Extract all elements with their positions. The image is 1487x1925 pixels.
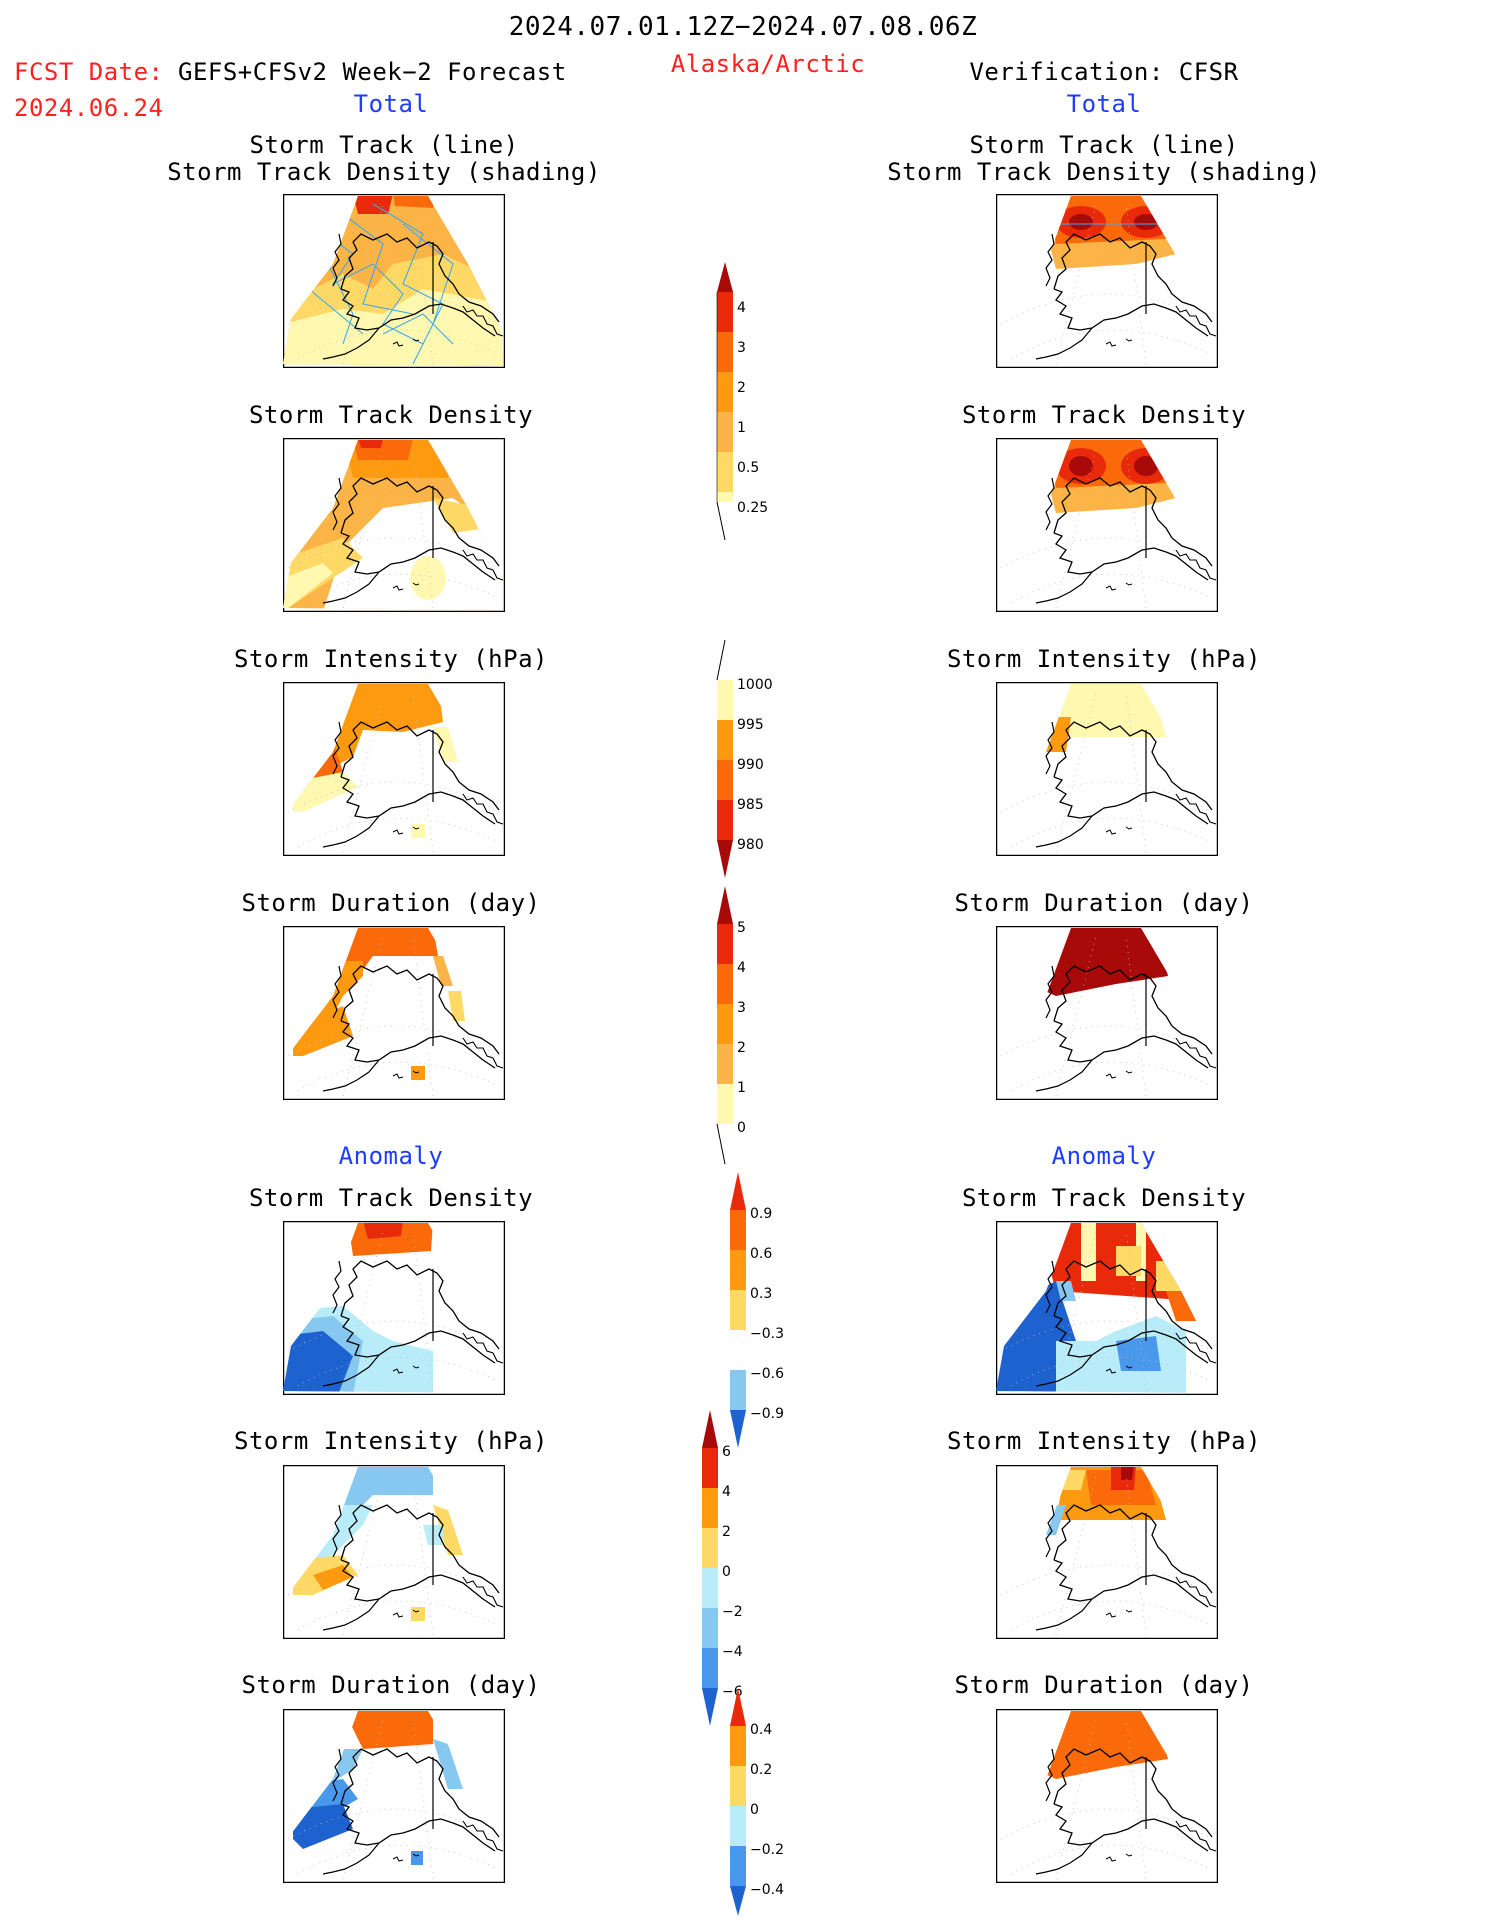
panel-title-intensity-anom-right: Storm Intensity (hPa) <box>947 1427 1261 1455</box>
tick-label: 2 <box>722 1524 731 1540</box>
tick-label: 1000 <box>737 677 773 693</box>
tick-label: −4 <box>722 1644 743 1660</box>
tick-label: 1 <box>737 420 746 436</box>
track-line-label: Storm Track (line) <box>969 131 1239 159</box>
panel-title-intensity-right: Storm Intensity (hPa) <box>947 645 1261 673</box>
tick-label: 0.6 <box>750 1246 772 1262</box>
tick-label: 3 <box>737 1000 746 1016</box>
colorbar-duration: 5 4 3 2 1 0 <box>716 886 746 1165</box>
verification-source: Verification: CFSR <box>969 58 1239 86</box>
date-range-title: 2024.07.01.12Z−2024.07.08.06Z <box>508 12 978 42</box>
map-intensity-verification <box>996 682 1218 856</box>
panel-title-density-anom-left: Storm Track Density <box>248 1184 534 1212</box>
map-duration-anomaly-forecast <box>283 1709 505 1883</box>
tick-label: 0 <box>737 1120 746 1136</box>
tick-label: 4 <box>737 300 746 316</box>
map-density-anomaly-forecast <box>283 1221 505 1395</box>
tick-label: 3 <box>737 340 746 356</box>
colorbar-duration-anomaly: 0.4 0.2 0 −0.2 −0.4 <box>730 1688 784 1916</box>
colorbar-intensity: 1000 995 990 985 980 <box>716 640 773 878</box>
panel-title-density-anom-right: Storm Track Density <box>961 1184 1247 1212</box>
tick-label: −2 <box>722 1604 743 1620</box>
section-total-right: Total <box>1066 90 1142 118</box>
tick-label: 4 <box>737 960 746 976</box>
tick-label: 1 <box>737 1080 746 1096</box>
colorbar-density-anomaly-lower <box>730 1370 746 1448</box>
panel-title-duration-right: Storm Duration (day) <box>954 889 1254 917</box>
map-density-anomaly-verification <box>996 1221 1218 1395</box>
map-duration-anomaly-verification <box>996 1709 1218 1883</box>
tick-label: 2 <box>737 1040 746 1056</box>
panel-title-intensity-left: Storm Intensity (hPa) <box>234 645 548 673</box>
tick-label: −0.6 <box>750 1366 784 1382</box>
colorbar-density-anomaly: 0.9 0.6 0.3 −0.3 −0.6 −0.9 <box>730 1172 784 1422</box>
panel-title-intensity-anom-left: Storm Intensity (hPa) <box>234 1427 548 1455</box>
tick-label: 2 <box>737 380 746 396</box>
tick-label: 995 <box>737 717 764 733</box>
track-density-shading-label: Storm Track Density (shading) <box>887 158 1321 186</box>
tick-label: 0 <box>722 1564 731 1580</box>
section-anomaly-right: Anomaly <box>1051 1142 1157 1170</box>
track-line-label: Storm Track (line) <box>249 131 519 159</box>
map-intensity-anomaly-forecast <box>283 1465 505 1639</box>
tick-label: 0 <box>750 1802 759 1818</box>
map-duration-verification <box>996 926 1218 1100</box>
map-density-verification <box>996 438 1218 612</box>
panel-title-track-left: Storm Track (line) Storm Track Density (… <box>167 132 601 186</box>
panel-title-duration-left: Storm Duration (day) <box>241 889 541 917</box>
fcst-date-label: FCST Date: <box>14 58 164 86</box>
tick-label: 6 <box>722 1444 731 1460</box>
tick-label: −0.4 <box>750 1882 784 1898</box>
tick-label: 0.9 <box>750 1206 772 1222</box>
section-total-left: Total <box>353 90 429 118</box>
tick-label: 4 <box>722 1484 731 1500</box>
panel-title-duration-anom-left: Storm Duration (day) <box>241 1671 541 1699</box>
panel-title-duration-anom-right: Storm Duration (day) <box>954 1671 1254 1699</box>
tick-label: 0.25 <box>737 500 768 516</box>
tick-label: 0.4 <box>750 1722 772 1738</box>
tick-label: 5 <box>737 920 746 936</box>
map-intensity-forecast <box>283 682 505 856</box>
track-density-shading-label: Storm Track Density (shading) <box>167 158 601 186</box>
section-anomaly-left: Anomaly <box>338 1142 444 1170</box>
tick-label: 0.5 <box>737 460 759 476</box>
tick-label: 985 <box>737 797 764 813</box>
tick-label: −0.3 <box>750 1326 784 1342</box>
tick-label: −0.9 <box>750 1406 784 1422</box>
colorbar-intensity-anomaly: 6 4 2 0 −2 −4 −6 <box>702 1410 743 1726</box>
map-intensity-anomaly-verification <box>996 1465 1218 1639</box>
region-title: Alaska/Arctic <box>670 50 866 78</box>
map-track-forecast <box>283 194 505 368</box>
panel-title-density-right: Storm Track Density <box>961 401 1247 429</box>
forecast-date: 2024.06.24 <box>14 94 164 122</box>
map-density-forecast <box>283 438 505 612</box>
forecast-source: GEFS+CFSv2 Week−2 Forecast <box>178 58 567 86</box>
map-track-verification <box>996 194 1218 368</box>
tick-label: 990 <box>737 757 764 773</box>
tick-label: 980 <box>737 837 764 853</box>
tick-label: 0.2 <box>750 1762 772 1778</box>
panel-title-track-right: Storm Track (line) Storm Track Density (… <box>887 132 1321 186</box>
colorbar-density: 4 3 2 1 0.5 0.25 <box>716 262 768 541</box>
panel-title-density-left: Storm Track Density <box>248 401 534 429</box>
tick-label: 0.3 <box>750 1286 772 1302</box>
tick-label: −0.2 <box>750 1842 784 1858</box>
map-duration-forecast <box>283 926 505 1100</box>
